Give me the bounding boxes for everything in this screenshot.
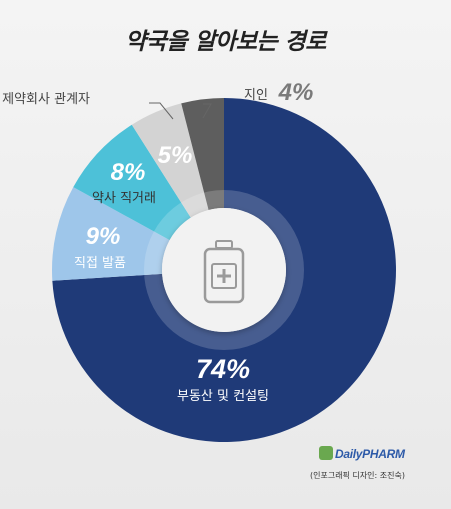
leader-line [202,103,212,119]
pie-slice-2 [52,187,170,281]
medicine-bottle-icon [203,240,245,304]
slice-category-label: 제약회사 관계자 [2,92,90,107]
design-credit: (인포그래픽 디자인: 조진숙) [310,471,405,480]
slice-value-label: 8% [111,159,146,186]
slice-value-label: 5% [158,142,193,169]
slice-category-label: 약사 직거래 [92,191,156,206]
slice-value-label: 74% [196,354,250,384]
pie-slice-1 [52,98,397,443]
chart-title: 약국을 알아보는 경로 [125,29,326,55]
slice-value-label: 9% [86,223,121,250]
slice-value-label: 4% [278,79,314,106]
leader-line [149,102,174,120]
pie-slice-3 [73,124,191,241]
pie-slice-5 [181,98,224,210]
slice-category-label: 직접 발품 [74,256,126,271]
slice-category-label: 부동산 및 컨설팅 [177,389,269,404]
brand-name: DailyPHARM [335,447,405,461]
brand-mark-icon [319,446,333,460]
slice-category-label: 지인 [244,88,268,103]
brand-logo: DailyPHARM [319,446,439,461]
pie-slice-4 [131,103,209,218]
